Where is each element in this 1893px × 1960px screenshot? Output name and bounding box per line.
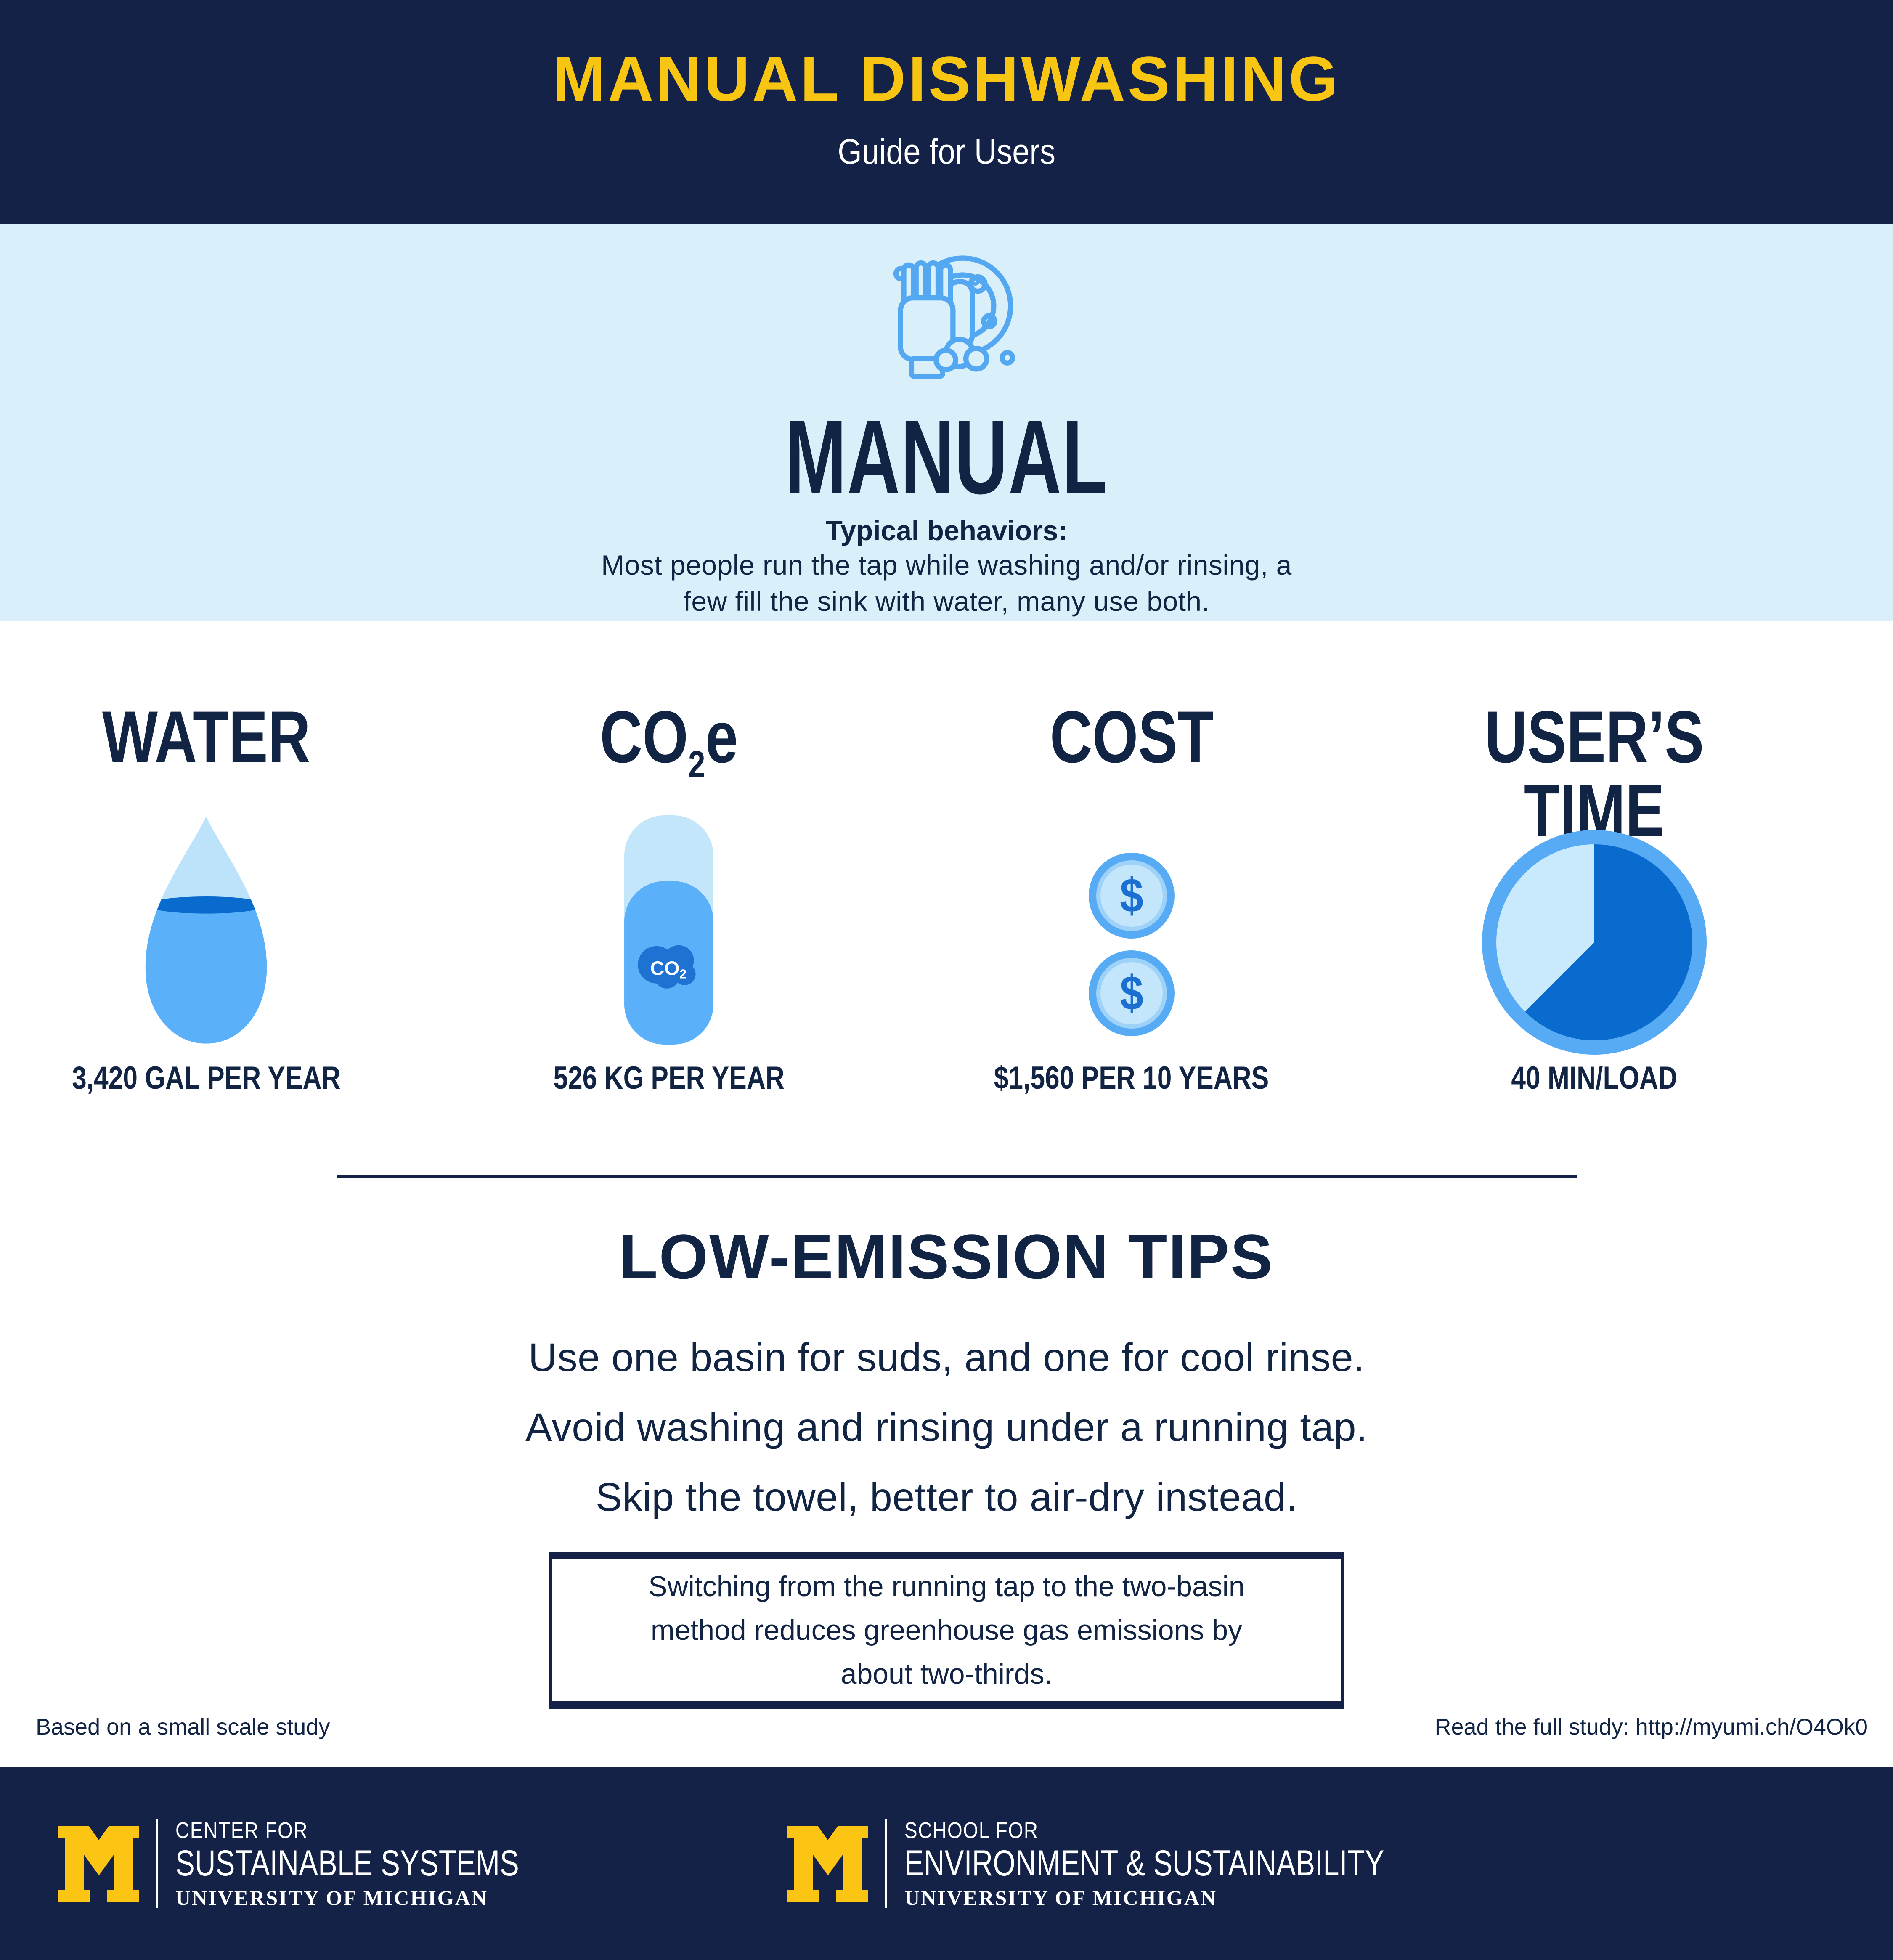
- cost-icon-box: $ $: [900, 812, 1363, 1048]
- water-drop-icon: [145, 816, 267, 1044]
- logo-text: CENTER FOR SUSTAINABLE SYSTEMS UNIVERSIT…: [175, 1819, 605, 1908]
- logo-separator: [156, 1819, 158, 1908]
- bubble: [1000, 350, 1015, 366]
- footer-band: CENTER FOR SUSTAINABLE SYSTEMS UNIVERSIT…: [0, 1767, 1893, 1960]
- school-for-environment-sustainability-logo: SCHOOL FOR ENVIRONMENT & SUSTAINABILITY …: [786, 1819, 1504, 1908]
- drop-water-part: [145, 904, 267, 1044]
- logo-university: UNIVERSITY OF MICHIGAN: [904, 1886, 1217, 1910]
- behaviors-line-1: Most people run the tap while washing an…: [601, 549, 1292, 581]
- stat-heading-cost: COST: [1050, 696, 1214, 778]
- stat-column-cost: COST $ $ $1,560 PER 10 YEARS: [900, 621, 1363, 1178]
- dollar-coin-icon: $: [1089, 853, 1175, 939]
- logo-org-name: ENVIRONMENT & SUSTAINABILITY: [904, 1843, 1384, 1883]
- co2-icon-box: CO2: [437, 812, 900, 1048]
- stat-heading-co2e: CO2e: [599, 696, 738, 786]
- logo-org-name: SUSTAINABLE SYSTEMS: [175, 1843, 519, 1883]
- foam: [963, 346, 989, 372]
- stats-grid: WATER: [0, 621, 1826, 1178]
- stat-column-time: USER’S TIME 40 MIN/LOAD: [1363, 621, 1826, 1178]
- bubble: [981, 313, 997, 329]
- michigan-block-m-icon: [58, 1825, 139, 1902]
- co2-canister-icon: CO2: [624, 815, 713, 1045]
- section-divider: [337, 1175, 1578, 1178]
- behaviors-text: Most people run the tap while washing an…: [0, 547, 1893, 619]
- bubble-dot: [971, 277, 980, 286]
- logo-text: SCHOOL FOR ENVIRONMENT & SUSTAINABILITY …: [904, 1819, 1504, 1908]
- behaviors-label: Typical behaviors:: [825, 515, 1068, 546]
- footnote-study-link: Read the full study: http://myumi.ch/O4O…: [1434, 1714, 1868, 1740]
- stat-column-water: WATER: [0, 621, 437, 1178]
- tip-item: Avoid washing and rinsing under a runnin…: [525, 1405, 1368, 1450]
- logo-separator: [885, 1819, 887, 1908]
- tips-heading: LOW-EMISSION TIPS: [619, 1221, 1274, 1292]
- page-title: MANUAL DISHWASHING: [553, 43, 1340, 114]
- logo-org-prefix: CENTER FOR: [175, 1817, 308, 1843]
- time-icon-box: [1363, 812, 1826, 1055]
- footnote-study-scope: Based on a small scale study: [36, 1714, 330, 1740]
- michigan-block-m-icon: [787, 1825, 869, 1902]
- callout-line-3: about two-thirds.: [840, 1658, 1053, 1690]
- center-for-sustainable-systems-logo: CENTER FOR SUSTAINABLE SYSTEMS UNIVERSIT…: [57, 1819, 605, 1908]
- callout-box: Switching from the running tap to the tw…: [549, 1552, 1344, 1709]
- tip-item: Skip the towel, better to air-dry instea…: [595, 1475, 1298, 1520]
- stat-value-cost: $1,560 PER 10 YEARS: [994, 1060, 1269, 1096]
- stat-value-water: 3,420 GAL PER YEAR: [72, 1060, 341, 1096]
- method-name: MANUAL: [785, 398, 1108, 516]
- callout-line-2: method reduces greenhouse gas emissions …: [650, 1614, 1243, 1646]
- behaviors-line-2: few fill the sink with water, many use b…: [683, 586, 1210, 617]
- logo-org-prefix: SCHOOL FOR: [904, 1817, 1039, 1843]
- page-subtitle: Guide for Users: [838, 132, 1055, 171]
- dollar-coin-icon: $: [1089, 950, 1175, 1036]
- stat-column-co2e: CO2e CO2: [437, 621, 900, 1178]
- header-band: MANUAL DISHWASHING Guide for Users: [0, 0, 1893, 224]
- co2-cloud-label: CO2: [650, 957, 687, 981]
- stat-value-co2e: 526 KG PER YEAR: [553, 1060, 785, 1096]
- waterline: [147, 896, 265, 914]
- tip-item: Use one basin for suds, and one for cool…: [528, 1335, 1365, 1380]
- foam: [933, 347, 958, 373]
- logo-university: UNIVERSITY OF MICHIGAN: [175, 1886, 488, 1910]
- hand-washing-plate-icon: [893, 255, 1015, 379]
- time-pie-icon: [1482, 830, 1707, 1055]
- stat-heading-water: WATER: [102, 696, 310, 778]
- co2-cloud-icon: [638, 945, 696, 989]
- stats-section: WATER: [0, 621, 1893, 1178]
- water-icon-box: [0, 812, 437, 1048]
- stat-value-time: 40 MIN/LOAD: [1511, 1060, 1678, 1096]
- dollar-coins-icon: $ $: [1089, 853, 1175, 1036]
- callout-line-1: Switching from the running tap to the tw…: [648, 1570, 1245, 1602]
